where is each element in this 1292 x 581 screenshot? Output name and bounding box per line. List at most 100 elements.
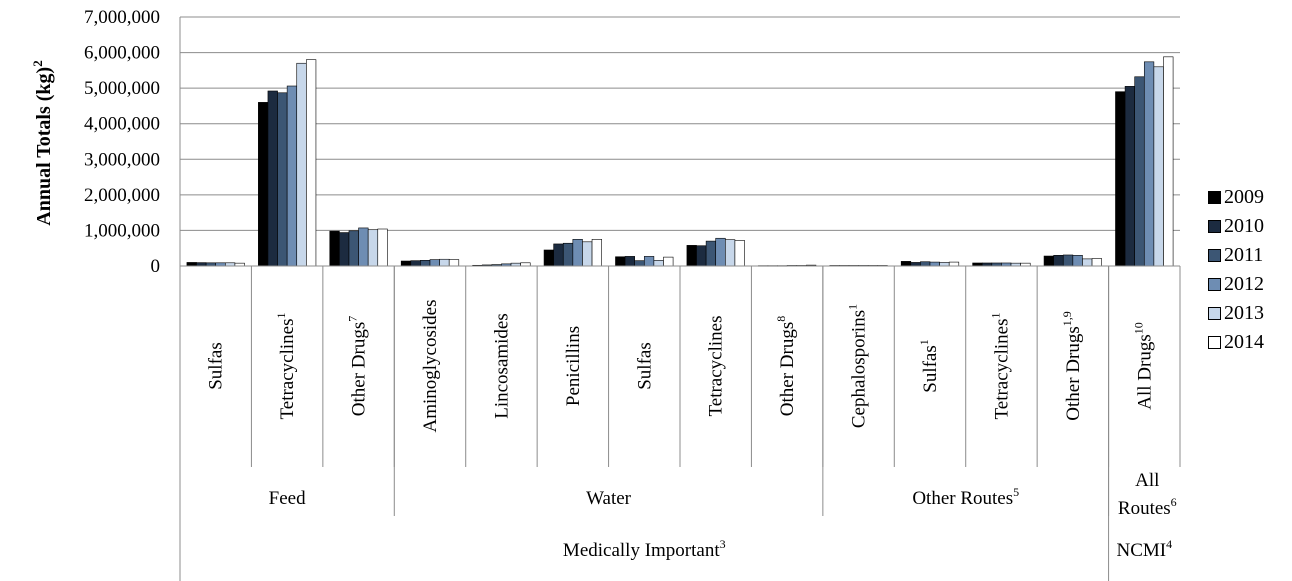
category-label: Tetracyclines1 [988, 312, 1012, 419]
bar [339, 232, 350, 267]
y-axis-title-sup: 2 [30, 60, 46, 67]
legend-label: 2011 [1224, 244, 1264, 266]
bar [367, 229, 379, 267]
bar [306, 59, 317, 267]
y-tick-label: 0 [151, 256, 161, 277]
legend-swatch [1208, 278, 1221, 291]
legend: 2009 2010 2011 2012 2013 2014 [1208, 183, 1264, 357]
bar [572, 239, 583, 267]
category-label: Lincosamides [491, 313, 512, 419]
bar [929, 261, 940, 267]
y-tick-label: 7,000,000 [84, 7, 160, 28]
bar [1115, 91, 1126, 267]
group-label: Feed [269, 488, 306, 509]
category-label: Other Drugs8 [774, 316, 798, 416]
legend-item: 2010 [1208, 212, 1264, 241]
bar [582, 241, 593, 267]
y-axis-title-text: Annual Totals (kg) [32, 66, 55, 226]
bar [553, 243, 564, 267]
group-label: Water [586, 488, 632, 509]
bar [1163, 56, 1174, 267]
category-label: All Drugs10 [1131, 322, 1155, 409]
category-label: Aminoglycosides [420, 300, 441, 433]
bar [429, 259, 440, 267]
legend-swatch [1208, 191, 1221, 204]
bar [420, 260, 431, 267]
bar [725, 239, 736, 267]
legend-item: 2012 [1208, 270, 1264, 299]
group-label: All [1135, 470, 1159, 491]
bar [696, 245, 707, 267]
legend-swatch [1208, 220, 1221, 233]
bar [377, 228, 388, 267]
bar [410, 260, 421, 267]
legend-label: 2014 [1224, 331, 1264, 353]
bar [686, 245, 697, 267]
bar [1062, 254, 1074, 267]
bar [634, 260, 645, 267]
y-tick-label: 2,000,000 [84, 185, 160, 206]
bar [705, 240, 717, 267]
bar [439, 258, 450, 267]
bar [653, 260, 664, 267]
bar [196, 262, 207, 267]
legend-item: 2011 [1208, 241, 1264, 270]
group-label: Other Routes5 [912, 485, 1019, 509]
bar [591, 239, 602, 267]
legend-label: 2012 [1224, 273, 1264, 295]
bar [267, 90, 278, 267]
category-label: Other Drugs7 [346, 316, 370, 416]
bar [734, 240, 745, 267]
bar [900, 261, 912, 267]
bar [1134, 76, 1145, 267]
bar [448, 259, 460, 267]
legend-label: 2009 [1224, 186, 1264, 208]
category-label: Tetracyclines [706, 315, 727, 416]
legend-item: 2009 [1208, 183, 1264, 212]
bar [1072, 255, 1083, 267]
bar [400, 260, 412, 267]
legend-swatch [1208, 307, 1221, 320]
y-tick-label: 5,000,000 [84, 78, 160, 99]
legend-swatch [1208, 336, 1221, 349]
legend-swatch [1208, 249, 1221, 262]
category-label: Penicillins [563, 326, 584, 406]
bar [1124, 86, 1135, 267]
bar [715, 237, 726, 267]
category-label: Other Drugs1,9 [1060, 311, 1084, 420]
legend-item: 2014 [1208, 328, 1264, 357]
bar [286, 85, 298, 267]
bar [910, 262, 921, 267]
category-label: Tetracyclines1 [274, 312, 298, 419]
y-tick-label: 1,000,000 [84, 220, 160, 241]
bar [624, 256, 635, 267]
category-label: Sulfas [206, 342, 227, 390]
bar [258, 102, 269, 267]
legend-label: 2010 [1224, 215, 1264, 237]
y-tick-label: 6,000,000 [84, 43, 160, 64]
y-axis-title: Annual Totals (kg)2 [30, 60, 56, 225]
bar [543, 249, 554, 267]
bar [277, 92, 288, 267]
bar [948, 261, 960, 267]
category-label: Sulfas1 [917, 339, 941, 393]
category-label: Sulfas [634, 342, 655, 390]
bar [358, 227, 369, 267]
group-label-outer: Medically Important3 [563, 537, 726, 561]
y-tick-label: 4,000,000 [84, 114, 160, 135]
bar [1153, 66, 1164, 267]
bar [1143, 61, 1155, 267]
bar [348, 230, 359, 267]
bar [920, 261, 931, 267]
bar [663, 256, 674, 267]
bar [1043, 255, 1054, 267]
bar [1091, 258, 1102, 267]
bar [939, 262, 950, 267]
legend-label: 2013 [1224, 302, 1264, 324]
bar [186, 262, 197, 267]
group-label-outer: NCMI4 [1116, 537, 1172, 561]
y-tick-label: 3,000,000 [84, 149, 160, 170]
bar [643, 256, 655, 267]
bar [1082, 258, 1093, 267]
